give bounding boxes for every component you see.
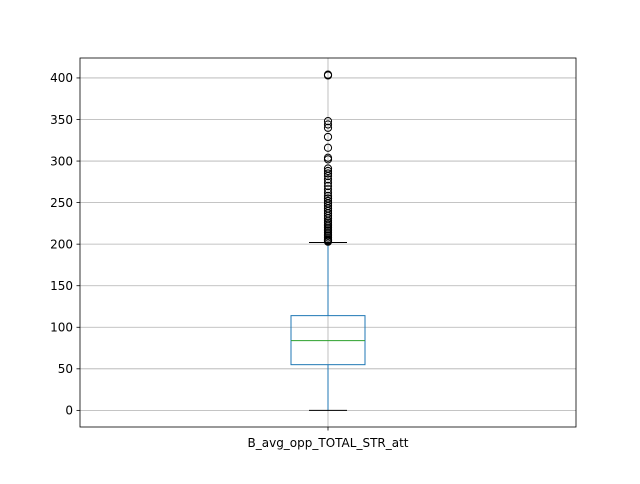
outlier-layer <box>323 70 333 246</box>
outlier-point <box>323 237 333 246</box>
y-tick-label: 100 <box>50 321 73 335</box>
outlier-point <box>323 123 333 132</box>
y-tick-label: 400 <box>50 71 73 85</box>
y-tick-label: 150 <box>50 279 73 293</box>
y-tick-label: 200 <box>50 237 73 251</box>
y-axis: 0 50 100 150 200 250 300 350 400 <box>50 71 80 418</box>
outlier-point <box>323 166 333 176</box>
outlier-point <box>323 169 333 178</box>
outlier-point <box>323 178 333 187</box>
outlier-point <box>323 185 333 194</box>
x-tick-label: B_avg_opp_TOTAL_STR_att <box>248 436 409 450</box>
outlier-point <box>323 132 333 142</box>
outlier-point <box>323 143 333 152</box>
y-tick-label: 350 <box>50 113 73 127</box>
outlier-point <box>323 188 333 197</box>
outlier-point <box>323 155 333 164</box>
outlier-point <box>323 71 333 80</box>
outlier-point <box>323 181 333 191</box>
y-tick-label: 250 <box>50 196 73 210</box>
y-tick-label: 50 <box>58 362 73 376</box>
outlier-point <box>323 120 333 129</box>
y-tick-label: 300 <box>50 154 73 168</box>
y-tick-label: 0 <box>65 404 73 418</box>
outlier-point <box>323 175 333 184</box>
outlier-point <box>323 211 333 221</box>
x-axis: B_avg_opp_TOTAL_STR_att <box>248 427 409 450</box>
outlier-point <box>323 171 333 181</box>
outlier-point <box>323 117 333 126</box>
